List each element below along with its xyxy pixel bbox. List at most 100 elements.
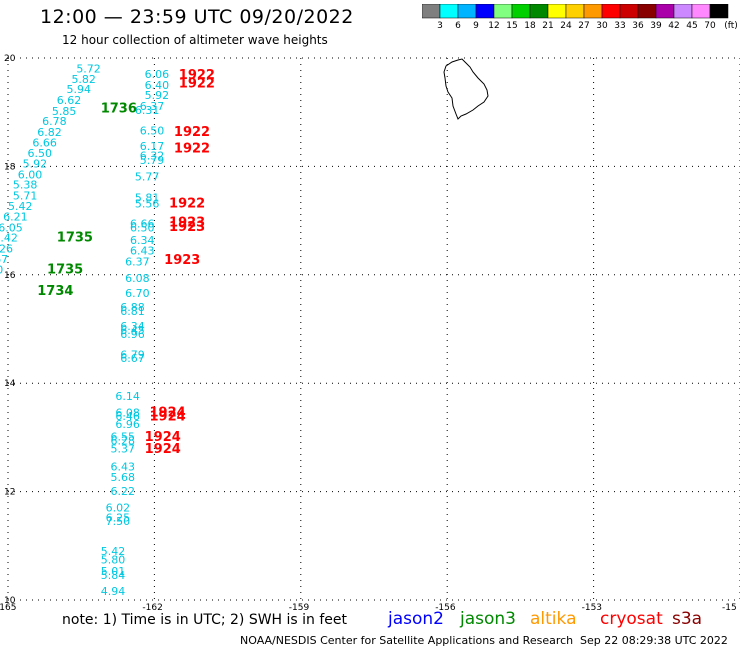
pass-time-label: 1736 [101, 102, 137, 117]
wave-height-label: 5.71 [13, 189, 38, 202]
colorbar-label: 3 [437, 21, 443, 31]
wave-height-label: 5.92 [145, 89, 170, 102]
wave-height-label: 5.38 [13, 179, 38, 192]
lat-tick-label: 14 [4, 379, 16, 389]
colorbar-label: 18 [524, 21, 536, 31]
pass-time-label: 1922 [179, 68, 215, 83]
colorbar-label: 36 [632, 21, 644, 31]
wave-height-label: 6.50 [28, 147, 53, 160]
wave-height-label: 5.84 [101, 569, 126, 582]
wave-height-label: 6.45 [120, 324, 144, 337]
pass-time-label: 1922 [169, 197, 205, 212]
wave-height-label: 6.37 [125, 256, 149, 269]
wave-height-label: 6.67 [0, 253, 8, 266]
colorbar-swatches [422, 4, 729, 19]
colorbar-unit: (ft) [724, 21, 738, 31]
mission-legend-s3a: s3a [672, 609, 703, 629]
wave-height-label: 6.62 [57, 94, 82, 107]
wave-height-label: 6.00 [18, 168, 43, 181]
footer-credit: NOAA/NESDIS Center for Satellite Applica… [240, 634, 574, 647]
wave-height-label: 6.08 [125, 272, 149, 285]
pass-time-label: 1735 [47, 263, 83, 278]
pass-time-label: 1924 [150, 410, 186, 425]
mission-legend-altika: altika [530, 609, 577, 629]
colorbar-label: 42 [668, 21, 680, 31]
lat-tick-label: 18 [4, 162, 16, 172]
footer-timestamp: Sep 22 08:29:38 UTC 2022 [580, 634, 728, 647]
colorbar-label: 39 [650, 21, 662, 31]
wave-height-label: 6.50 [140, 124, 165, 137]
hawaii-island-coastline [443, 58, 489, 120]
wave-height-label: 7.50 [106, 515, 131, 528]
wave-height-label: 6.34 [120, 320, 144, 333]
wave-height-label: 5.72 [76, 63, 101, 76]
wave-height-label: 5.92 [23, 157, 48, 170]
wave-height-label: 6.78 [42, 115, 67, 128]
wave-height-label: 6.50 [130, 221, 155, 234]
wave-height-label: 6.17 [140, 140, 165, 153]
colorbar-label: 30 [596, 21, 608, 31]
wave-height-label: 6.25 [106, 511, 131, 524]
wave-height-label: 5.37 [110, 443, 135, 456]
lat-tick-label: 16 [4, 271, 16, 281]
wave-height-label: 4.94 [101, 585, 126, 598]
lon-tick-label: -156 [435, 603, 456, 613]
colorbar-label: 33 [614, 21, 626, 31]
mission-legend-jason3: jason3 [460, 609, 516, 629]
wave-height-label: 6.22 [110, 485, 135, 498]
colorbar-label: 12 [488, 21, 500, 31]
wave-height-label: 5.42 [101, 545, 126, 558]
pass-time-label: 1923 [164, 253, 200, 268]
wave-height-label: 5.82 [71, 73, 96, 86]
lon-tick-label: -165 [0, 603, 16, 613]
wave-height-label: 5.42 [0, 232, 18, 245]
wave-height-label: 6.55 [110, 431, 135, 444]
colorbar-label: 15 [506, 21, 518, 31]
wave-height-label: 6.43 [130, 245, 155, 258]
figure-subtitle: 12 hour collection of altimeter wave hei… [62, 33, 328, 47]
figure-title: 12:00 — 23:59 UTC 09/20/2022 [40, 6, 354, 28]
wave-height-label: 5.79 [140, 154, 165, 167]
pass-time-label: 1734 [37, 284, 73, 299]
wave-height-label: 5.56 [135, 198, 160, 211]
wave-height-label: 6.43 [110, 460, 135, 473]
lon-tick-label: -153 [582, 603, 602, 613]
lat-tick-label: 10 [4, 596, 16, 606]
mission-legend-cryosat: cryosat [600, 609, 663, 629]
wave-height-label: 6.06 [145, 68, 170, 81]
wave-height-label: 6.08 [115, 406, 140, 419]
wave-height-label: 6.26 [0, 243, 13, 256]
wave-height-label: 6.81 [120, 305, 144, 318]
axis-tick-labels: -165 -162 -159 -156 -153 -15 20 18 16 14 12 10 [0, 54, 737, 613]
wave-height-label: 6.37 [140, 100, 165, 113]
legend-note: note: 1) Time is in UTC; 2) SWH is in fe… [62, 612, 348, 628]
wave-height-label: 6.14 [115, 390, 140, 403]
pass-time-label: 1924 [145, 442, 181, 457]
wave-height-label: 6.67 [120, 352, 144, 365]
colorbar-label: 70 [704, 21, 716, 31]
pass-time-label: 1924 [150, 405, 186, 420]
mission-legend-jason2: jason2 [388, 609, 444, 629]
colorbar-label: 24 [560, 21, 572, 31]
colorbar-label: 21 [542, 21, 554, 31]
wave-height-label: 6.82 [37, 126, 62, 139]
wave-height-label: 6.46 [115, 410, 140, 423]
lat-tick-label: 20 [4, 54, 16, 64]
wave-height-label: 5.68 [110, 471, 135, 484]
wave-height-label: 5.94 [67, 83, 92, 96]
pass-time-label: 1923 [169, 220, 205, 235]
colorbar-label: 9 [473, 21, 479, 31]
wave-height-label: 6.66 [130, 218, 155, 231]
wave-height-label: 5.01 [101, 565, 126, 578]
pass-time-label: 1922 [174, 141, 210, 156]
wave-height-label: 6.88 [120, 301, 144, 314]
lon-tick-label: -159 [289, 603, 310, 613]
wave-height-label: 6.96 [115, 418, 140, 431]
wave-height-label: 6.70 [125, 287, 149, 300]
colorbar-label: 45 [686, 21, 698, 31]
colorbar-swatch [709, 4, 729, 19]
lon-tick-label: -162 [142, 603, 162, 613]
colorbar-label: 6 [455, 21, 461, 31]
wave-height-label: 6.96 [120, 328, 144, 341]
pass-time-label: 1922 [179, 76, 215, 91]
